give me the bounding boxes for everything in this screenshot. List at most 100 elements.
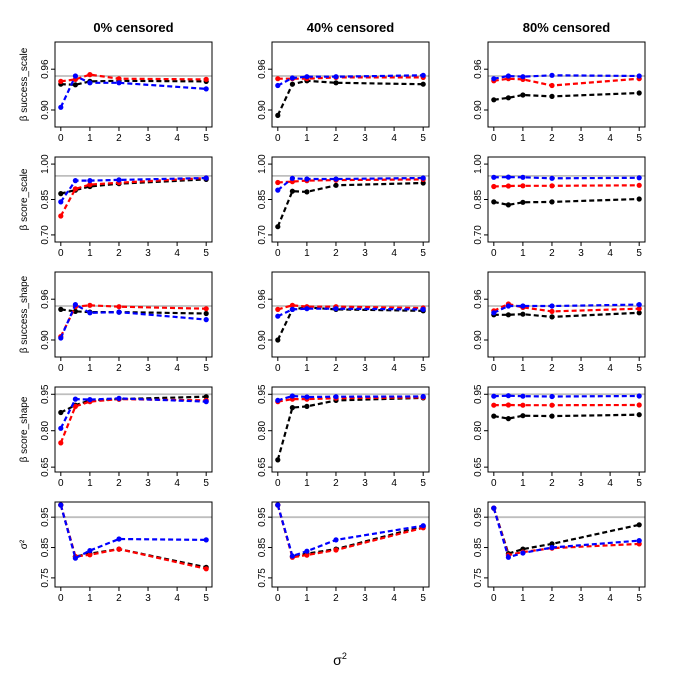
point-blue xyxy=(491,393,497,399)
series-line-red xyxy=(59,176,207,217)
series-line-black xyxy=(276,181,424,228)
point-blue xyxy=(304,548,310,554)
y-tick-label: 0.90 xyxy=(257,330,268,350)
point-blue xyxy=(203,175,209,181)
x-tick-label: 2 xyxy=(116,478,122,489)
point-blue xyxy=(520,174,526,180)
point-black xyxy=(289,81,295,87)
point-blue xyxy=(116,177,122,183)
panel-frame xyxy=(54,156,213,243)
series-line-red xyxy=(60,73,207,83)
y-tick-label: 0.96 xyxy=(257,289,268,309)
point-black xyxy=(491,97,497,103)
x-axis-label: σ2 xyxy=(333,651,347,668)
y-tick-label: 0.95 xyxy=(473,507,484,527)
x-tick-label: 3 xyxy=(145,133,151,144)
x-tick-label: 1 xyxy=(87,363,93,374)
panel-grid: 0 1 2 3 4 5 0.90 0.96 0% censored β success_scale… xyxy=(19,20,646,604)
x-tick-label: 2 xyxy=(116,363,122,374)
x-tick-label: 5 xyxy=(420,478,426,489)
series-line-blue xyxy=(493,303,640,314)
point-black xyxy=(289,405,295,411)
point-black xyxy=(549,199,555,205)
x-tick-label: 4 xyxy=(607,593,613,604)
x-tick-label: 3 xyxy=(362,478,368,489)
x-tick-label: 2 xyxy=(549,363,555,374)
series-line-red xyxy=(277,304,424,311)
panel-frame xyxy=(487,41,646,128)
point-red xyxy=(275,179,281,186)
y-tick-label: 0.95 xyxy=(257,507,268,527)
y-tick-label: 0.90 xyxy=(257,100,268,120)
point-blue xyxy=(87,80,93,86)
point-blue xyxy=(289,553,295,559)
point-black xyxy=(505,312,511,318)
point-blue xyxy=(333,394,339,400)
point-blue xyxy=(505,393,511,399)
point-black xyxy=(520,413,526,419)
point-black xyxy=(289,188,295,194)
x-tick-label: 4 xyxy=(391,363,397,374)
panel-r1-c2: 0 1 2 3 4 5 0.90 0.96 40% censored xyxy=(257,20,430,144)
x-tick-label: 1 xyxy=(304,593,310,604)
x-tick-label: 0 xyxy=(491,133,497,144)
point-blue xyxy=(275,313,281,319)
point-red xyxy=(116,76,122,82)
x-tick-label: 4 xyxy=(174,248,180,259)
point-blue xyxy=(549,72,555,78)
x-tick-label: 3 xyxy=(362,133,368,144)
x-axis-label-sup: 2 xyxy=(342,651,347,661)
point-black xyxy=(275,457,281,463)
y-tick-label: 0.70 xyxy=(257,225,268,245)
point-red xyxy=(87,182,93,188)
x-tick-label: 1 xyxy=(520,478,526,489)
point-black xyxy=(203,394,209,400)
x-tick-label: 2 xyxy=(116,248,122,259)
point-blue xyxy=(636,302,642,308)
x-tick-label: 2 xyxy=(549,133,555,144)
y-tick-label: 0.85 xyxy=(473,537,484,557)
point-red xyxy=(289,302,295,308)
series-line-black xyxy=(60,308,207,315)
point-red xyxy=(520,183,526,189)
point-blue xyxy=(491,76,497,82)
x-tick-label: 5 xyxy=(420,133,426,144)
panel-r4-c1: 0 1 2 3 4 5 0.65 0.80 0.95 β score_shape xyxy=(19,384,213,489)
y-tick-label: 0.90 xyxy=(40,100,51,120)
series-line-red xyxy=(277,396,424,403)
series-line-blue xyxy=(59,303,207,339)
point-blue xyxy=(87,310,93,316)
point-red xyxy=(549,402,555,408)
x-tick-label: 2 xyxy=(333,478,339,489)
x-tick-label: 2 xyxy=(333,133,339,144)
x-tick-label: 1 xyxy=(87,593,93,604)
series-line-blue xyxy=(277,307,424,318)
x-tick-label: 0 xyxy=(491,248,497,259)
point-black xyxy=(520,92,526,98)
x-tick-label: 5 xyxy=(203,593,209,604)
row-ylabel: σ² xyxy=(19,539,30,549)
panel-r4-c3: 0 1 2 3 4 5 0.65 0.80 0.95 xyxy=(473,384,646,489)
panel-r5-c1: 0 1 2 3 4 5 0.75 0.85 0.95 σ² xyxy=(19,501,213,604)
point-blue xyxy=(505,554,511,560)
x-tick-label: 1 xyxy=(304,248,310,259)
point-red xyxy=(636,306,642,312)
y-tick-label: 0.85 xyxy=(257,189,268,209)
point-blue xyxy=(203,86,209,92)
point-blue xyxy=(289,175,295,181)
x-tick-label: 1 xyxy=(87,478,93,489)
x-tick-label: 4 xyxy=(391,593,397,604)
x-tick-label: 2 xyxy=(333,363,339,374)
row-ylabel: β success_scale xyxy=(19,47,30,121)
point-black xyxy=(491,199,497,205)
point-blue xyxy=(116,536,122,542)
series-line-blue xyxy=(493,394,640,398)
point-red xyxy=(520,402,526,408)
point-blue xyxy=(289,306,295,312)
x-tick-label: 5 xyxy=(636,478,642,489)
panel-r3-c2: 0 1 2 3 4 5 0.90 0.96 xyxy=(257,271,430,374)
point-black xyxy=(275,112,281,118)
panel-r5-c3: 0 1 2 3 4 5 0.75 0.85 0.95 xyxy=(473,501,646,604)
point-black xyxy=(549,93,555,99)
point-red xyxy=(87,302,93,308)
